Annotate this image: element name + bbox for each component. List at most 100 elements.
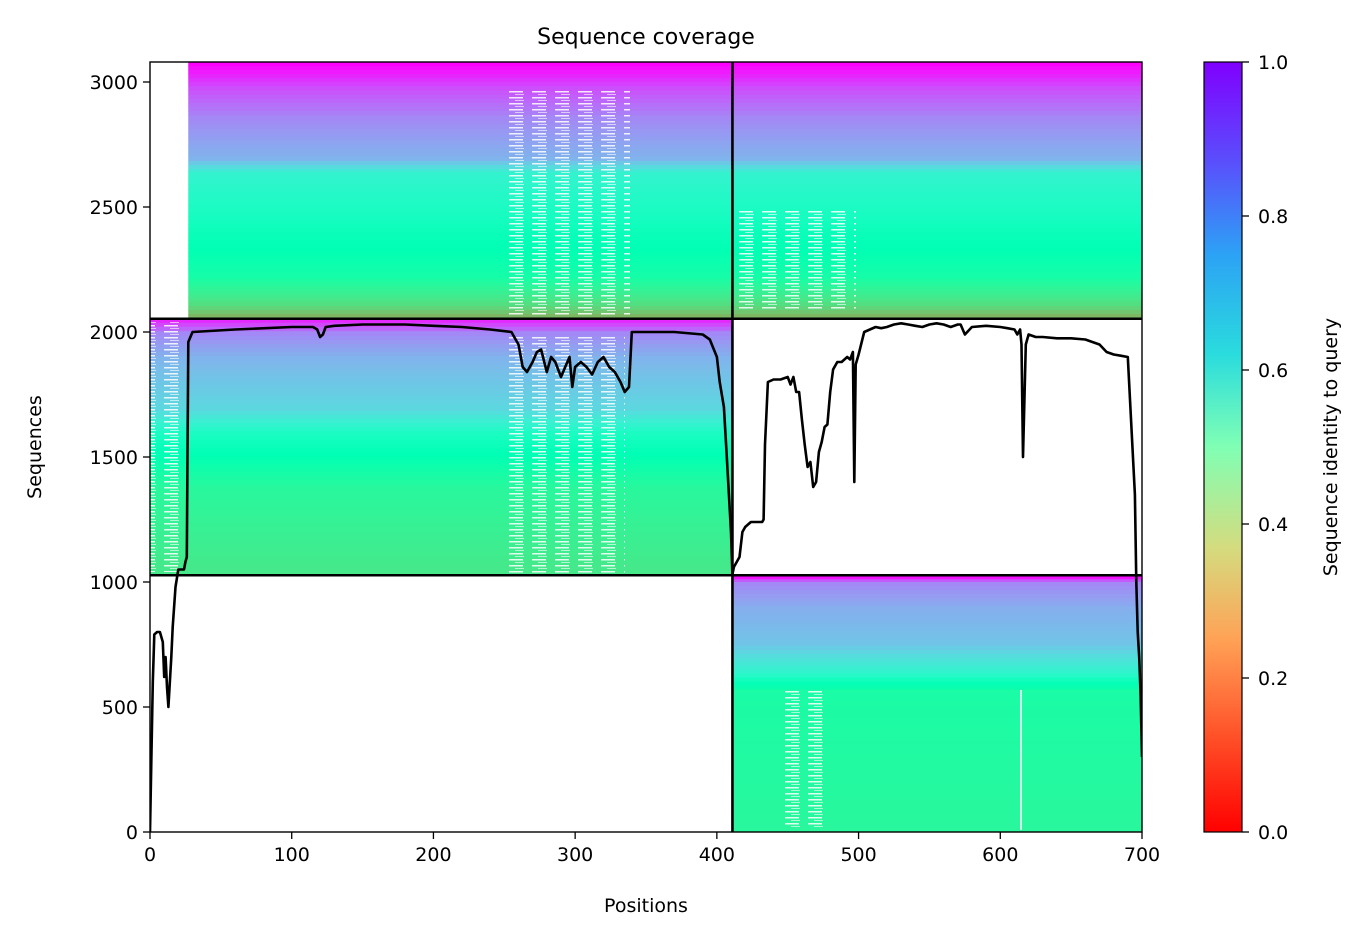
heat-cell	[150, 444, 733, 449]
heat-cell	[732, 829, 1142, 832]
heat-cell	[150, 523, 733, 528]
heat-cell	[732, 172, 1142, 177]
heat-cell	[732, 184, 1142, 189]
heat-cell	[150, 427, 733, 432]
heat-cell	[732, 133, 1142, 138]
heat-cell	[732, 607, 1142, 612]
heat-cell	[150, 411, 733, 416]
heat-cell	[732, 654, 1142, 659]
heat-cell	[732, 149, 1142, 154]
heat-cell	[150, 407, 733, 412]
heat-cell	[732, 70, 1142, 75]
heat-cell	[150, 491, 733, 496]
heat-cell	[150, 356, 733, 357]
heat-cell	[188, 290, 733, 296]
heat-cell	[732, 82, 1142, 87]
heat-cell	[732, 789, 1142, 795]
heat-cell	[732, 236, 1142, 241]
heat-cell	[732, 302, 1142, 307]
heat-cell	[150, 495, 733, 500]
heat-cell	[188, 228, 733, 232]
heat-cell	[732, 701, 1142, 707]
colorbar-tick-label: 0.0	[1258, 822, 1288, 844]
heat-cell	[732, 642, 1142, 647]
heat-cell	[732, 103, 1142, 108]
heat-cell	[150, 539, 733, 544]
heat-cell	[732, 777, 1142, 783]
heat-cell	[188, 268, 733, 273]
heat-cell	[188, 220, 733, 225]
heat-cell	[188, 208, 733, 213]
heat-cell	[732, 248, 1142, 253]
heat-cell	[732, 681, 1142, 687]
heat-cell	[188, 306, 733, 311]
heat-cell	[732, 635, 1142, 640]
colorbar-tick-label: 0.8	[1258, 206, 1288, 228]
heat-cell	[732, 78, 1142, 83]
heat-cell	[188, 78, 733, 83]
heat-cell	[188, 141, 733, 146]
colorbar-ticks: 0.0 0.2 0.4 0.6 0.8 1.0	[1242, 52, 1288, 844]
heat-cell	[732, 741, 1142, 747]
colorbar	[1203, 61, 1243, 833]
heat-cell	[732, 821, 1142, 827]
heat-cell	[732, 611, 1142, 616]
heat-cell	[150, 348, 733, 353]
heat-cell	[732, 256, 1142, 261]
heat-cell	[732, 196, 1142, 201]
heat-cell	[732, 192, 1142, 197]
heat-cell	[732, 212, 1142, 217]
heat-cell	[188, 244, 733, 249]
heat-cell	[732, 627, 1142, 632]
heat-cell	[150, 330, 733, 332]
heat-cell	[188, 157, 733, 162]
heat-cell	[732, 298, 1142, 302]
heat-cell	[732, 729, 1142, 735]
heat-cell	[188, 192, 733, 197]
heat-cell	[732, 817, 1142, 823]
heat-cell	[732, 623, 1142, 628]
heat-cell	[150, 527, 733, 532]
heat-cell	[150, 440, 733, 445]
heat-cell	[150, 555, 733, 560]
heat-cell	[732, 240, 1142, 245]
heat-cell	[188, 286, 733, 292]
heat-cell	[188, 240, 733, 245]
heat-cell	[732, 785, 1142, 791]
heat-cell	[732, 801, 1142, 807]
block-c-gap-texture	[505, 335, 625, 573]
heat-cell	[150, 547, 733, 552]
heat-cell	[150, 385, 733, 390]
heat-cell	[732, 86, 1142, 87]
heat-cell	[732, 825, 1142, 831]
block-c-left-texture	[150, 322, 180, 572]
heat-cell	[732, 733, 1142, 739]
heat-cell	[150, 464, 733, 469]
heat-cell	[732, 252, 1142, 257]
heat-cell	[188, 294, 733, 300]
heat-cell	[150, 452, 733, 457]
heat-cell	[732, 107, 1142, 112]
heat-cell	[732, 797, 1142, 803]
heat-cell	[732, 314, 1142, 319]
heat-cell	[732, 260, 1142, 265]
x-tick-label: 400	[699, 844, 735, 866]
heat-cell	[732, 753, 1142, 759]
identity-block-4	[732, 575, 1142, 832]
heat-cell	[732, 66, 1142, 71]
heat-cell	[732, 232, 1142, 237]
identity-block-2	[732, 62, 1142, 319]
heat-cell	[150, 336, 733, 341]
heat-cell	[188, 91, 733, 96]
heat-cell	[732, 161, 1142, 166]
heat-cell	[732, 180, 1142, 185]
heat-cell	[732, 244, 1142, 249]
heat-cell	[732, 145, 1142, 150]
x-tick-label: 500	[840, 844, 876, 866]
heat-cell	[732, 631, 1142, 636]
heat-cell	[732, 208, 1142, 213]
heat-cell	[732, 639, 1142, 642]
heat-cell	[150, 423, 733, 428]
heat-cell	[732, 606, 1142, 607]
heat-cell	[732, 125, 1142, 130]
